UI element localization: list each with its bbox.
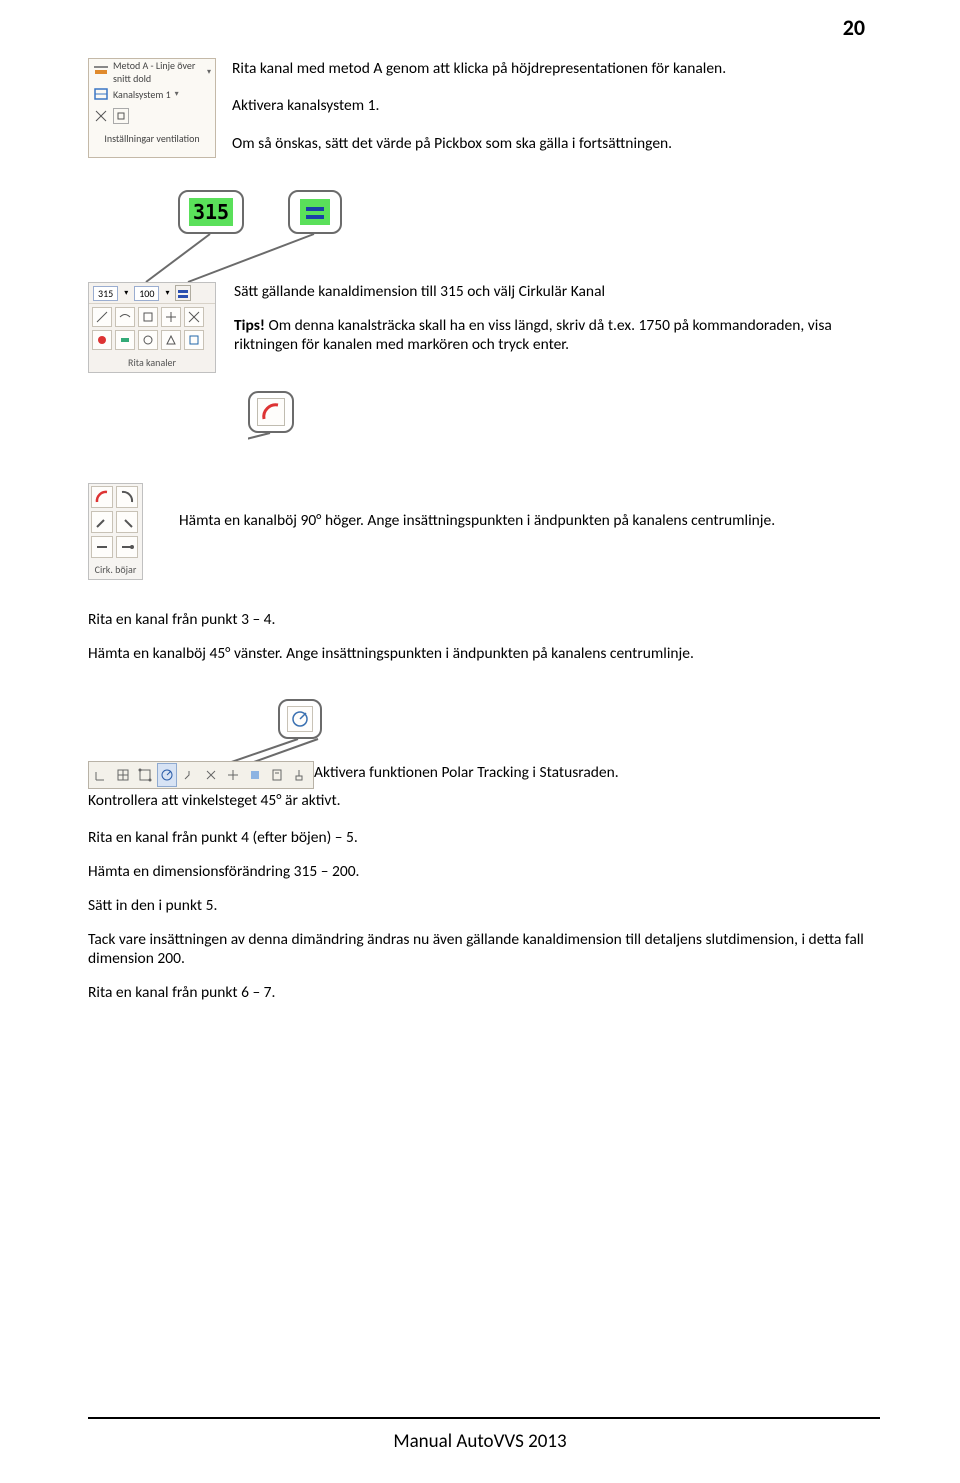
toolbar-metod-panel: Metod A - Linje över snitt dold ▾ Kanals… [88,58,216,158]
statusbar-row: Aktivera funktionen Polar Tracking i Sta… [88,761,880,789]
icon-grid [89,304,215,353]
tool-icon[interactable] [115,307,135,327]
body-text: Rita en kanal från punkt 3 – 4. Hämta en… [88,610,880,663]
pick-caret-icon[interactable]: ▾ [124,288,128,298]
sb-icon[interactable] [245,763,265,787]
tail-p3: Sätt in den i punkt 5. [88,896,880,915]
kanalsystem-icon [93,86,109,102]
boj-icon[interactable] [116,511,138,533]
row-toolbar-intro: Metod A - Linje över snitt dold ▾ Kanals… [88,58,880,170]
row-cirk-bojar: Cirk. böjar Hämta en kanalböj 90° höger.… [88,483,880,580]
status-toolbar [88,761,314,789]
status-text: Aktivera funktionen Polar Tracking i Sta… [314,761,619,782]
tips-body: Om denna kanalsträcka skall ha en viss l… [234,316,832,354]
dropdown-caret-icon: ▾ [207,67,211,77]
tool-icon[interactable] [161,307,181,327]
boj-icon[interactable] [91,486,113,508]
tips-p1: Sätt gällande kanaldimension till 315 oc… [234,282,880,301]
intro-p3: Om så önskas, sätt det värde på Pickbox … [232,133,880,155]
cross-icon[interactable] [93,108,109,124]
pick-100[interactable]: 100 [134,286,159,301]
callout-value-315: 315 [193,200,229,224]
rect-shape-icon [304,203,326,221]
toolbar-row-metod[interactable]: Metod A - Linje över snitt dold ▾ [91,61,213,83]
sb-icon[interactable] [289,763,309,787]
tips-p2: Tips! Om denna kanalsträcka skall ha en … [234,316,880,354]
callout-box-polar [278,699,322,739]
sb-icon[interactable] [267,763,287,787]
kanalsystem-label: Kanalsystem 1 [113,88,171,101]
sb-grid-icon[interactable] [113,763,133,787]
boj-icon[interactable] [91,511,113,533]
body-p2: Hämta en kanalböj 45° vänster. Ange insä… [88,644,880,663]
callout-box-315: 315 [178,190,244,234]
tool-icon[interactable] [161,330,181,350]
intro-p2: Aktivera kanalsystem 1. [232,95,880,117]
tail-p5: Rita en kanal från punkt 6 – 7. [88,983,880,1002]
metod-label: Metod A - Linje över snitt dold [113,59,203,85]
tail-p2: Hämta en dimensionsförändring 315 – 200. [88,862,880,881]
pick-315[interactable]: 315 [93,286,118,301]
callout-box-shape [288,190,342,234]
body-p1: Rita en kanal från punkt 3 – 4. [88,610,880,629]
bojar-grid [89,484,144,560]
tool-icon[interactable] [115,330,135,350]
metod-icon [93,64,109,80]
toolbar-row-icons [91,105,213,127]
sb-icon[interactable] [179,763,199,787]
callout-boj [248,391,880,443]
boj-icon[interactable] [116,486,138,508]
tool-icon[interactable] [92,330,112,350]
square-icon[interactable] [113,108,129,124]
tail-p1: Rita en kanal från punkt 4 (efter böjen)… [88,828,880,847]
boj-p1: Hämta en kanalböj 90° höger. Ange insätt… [179,511,880,530]
cirk-bojar-panel: Cirk. böjar [88,483,143,580]
boj-90-icon [257,398,285,426]
tool-icon[interactable] [184,307,204,327]
cirk-bojar-label: Cirk. böjar [89,560,142,579]
tips-prefix: Tips! [234,316,265,335]
boj-icon[interactable] [116,536,138,558]
callout-statusbar [278,699,880,753]
sb-icon[interactable] [223,763,243,787]
tool-icon[interactable] [92,307,112,327]
dropdown-caret-icon: ▾ [175,89,179,99]
intro-text: Rita kanal med metod A genom att klicka … [232,58,880,170]
rita-kanaler-label: Rita kanaler [89,353,215,372]
sb-polar-icon[interactable] [157,763,177,787]
tips-text: Sätt gällande kanaldimension till 315 oc… [234,282,880,369]
row-rita-kanaler: 315 ▾ 100 ▾ Rita kanaler [88,282,880,373]
tool-icon[interactable] [184,330,204,350]
footer-text: Manual AutoVVS 2013 [0,1430,960,1453]
callout-kanaldim: 315 [138,190,880,252]
boj-icon[interactable] [91,536,113,558]
boj-text: Hämta en kanalböj 90° höger. Ange insätt… [179,483,880,545]
pick-caret-icon[interactable]: ▾ [165,288,169,298]
toolbar-row-settings[interactable]: Inställningar ventilation [91,127,213,149]
polar-tracking-icon [287,706,313,732]
circle-kanal-icon[interactable] [175,285,191,301]
green-panel-315: 315 [189,198,233,226]
sb-snap-icon[interactable] [135,763,155,787]
sb-icon[interactable] [201,763,221,787]
status-p-after: Kontrollera att vinkelsteget 45° är akti… [88,791,880,810]
page-content: Metod A - Linje över snitt dold ▾ Kanals… [88,58,880,1017]
tool-icon[interactable] [138,307,158,327]
settings-label: Inställningar ventilation [104,132,199,145]
sb-icon[interactable] [91,763,111,787]
rita-kanaler-panel: 315 ▾ 100 ▾ Rita kanaler [88,282,216,373]
green-panel-shape [300,199,330,225]
tool-icon[interactable] [138,330,158,350]
callout-box-boj [248,391,294,433]
callout-lines-1 [138,190,398,290]
page-number: 20 [843,14,865,41]
footer-divider [88,1417,880,1419]
toolbar-row-kanalsystem[interactable]: Kanalsystem 1 ▾ [91,83,213,105]
tail-p4: Tack vare insättningen av denna dimändri… [88,930,880,968]
intro-p1: Rita kanal med metod A genom att klicka … [232,58,880,80]
pickbar: 315 ▾ 100 ▾ [89,283,215,304]
